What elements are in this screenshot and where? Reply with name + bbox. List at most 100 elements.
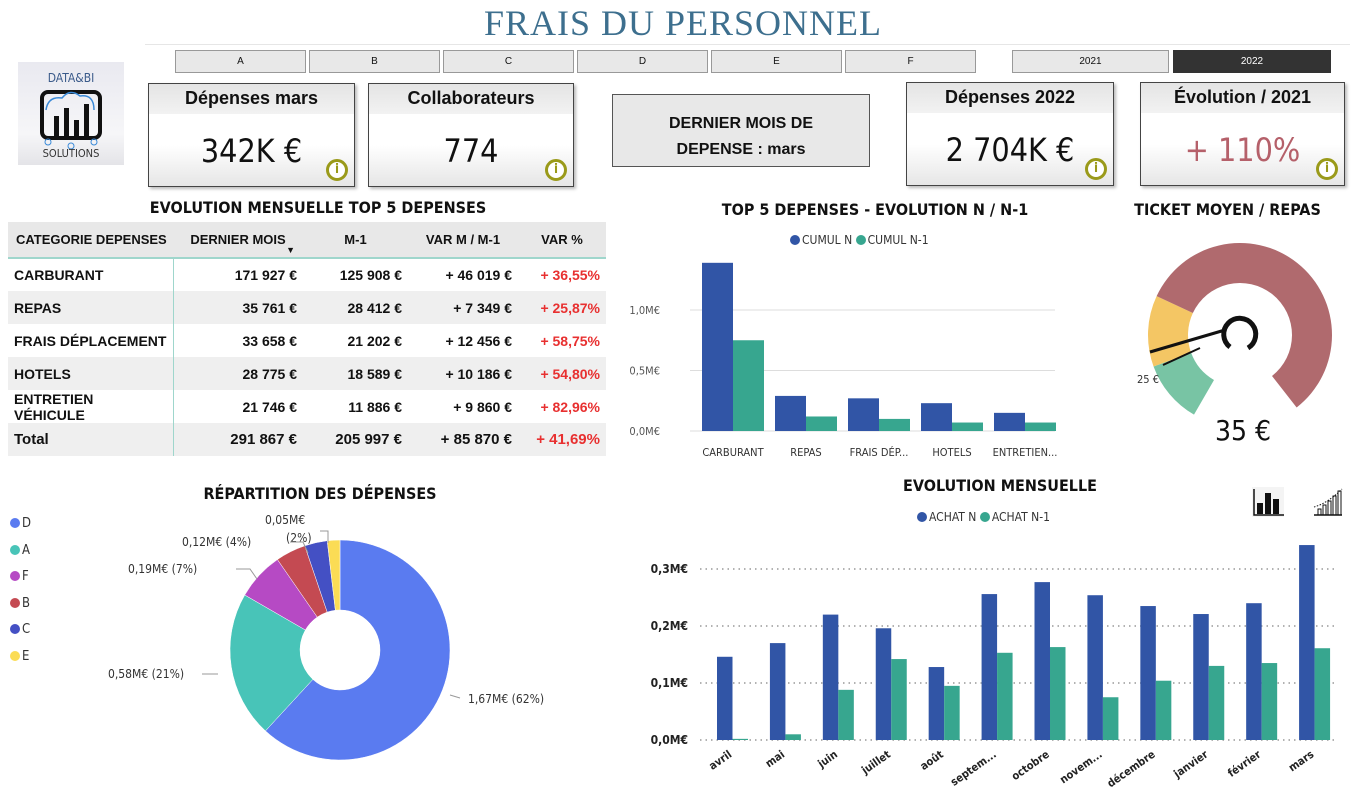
bar-cumul-n[interactable] [775, 395, 806, 431]
cell-dernier-mois: 291 867 € [173, 423, 303, 456]
bar-achat-n1[interactable] [1314, 648, 1331, 740]
bar-cumul-n[interactable] [702, 262, 733, 431]
bar-achat-n[interactable] [1034, 582, 1051, 740]
col-header-category[interactable]: CATEGORIE DEPENSES [8, 222, 173, 259]
table-row[interactable]: CARBURANT 171 927 € 125 908 € + 46 019 € + 3… [8, 258, 606, 291]
kpi-evolution: Évolution / 2021 + 110% i [1140, 82, 1345, 186]
bar-cumul-n1[interactable] [1025, 422, 1056, 431]
cell-var-pct: + 36,55% [540, 267, 600, 283]
legend-label[interactable]: CUMUL N [802, 233, 853, 247]
gauge-band-low [1153, 352, 1214, 415]
svg-text:DATA&BI: DATA&BI [48, 71, 95, 85]
pie-slice-a[interactable] [229, 594, 314, 732]
cell-m1: 205 997 € [303, 423, 408, 456]
col-header-dernier-mois[interactable]: DERNIER MOIS ▼ [173, 222, 303, 259]
legend-item-f[interactable]: F [10, 569, 31, 596]
slicer-year-2021[interactable]: 2021 [1012, 50, 1169, 73]
legend-label[interactable]: CUMUL N-1 [867, 233, 929, 247]
gauge-band-high [1156, 243, 1332, 408]
bar-achat-n1[interactable] [944, 685, 960, 740]
legend-dot-n [917, 512, 927, 522]
legend-label[interactable]: ACHAT N-1 [991, 510, 1050, 524]
legend-item-d[interactable]: D [10, 516, 31, 543]
bar-achat-n1[interactable] [1261, 663, 1278, 740]
slicer-category-b[interactable]: B [309, 50, 440, 73]
col-header-var-pct[interactable]: VAR % [518, 222, 606, 259]
slicer-category-a[interactable]: A [175, 50, 306, 73]
info-icon[interactable]: i [1316, 158, 1338, 180]
logo-chart-icon: DATA&BI SOLUTIONS [40, 71, 102, 160]
legend-label[interactable]: ACHAT N [929, 510, 977, 524]
info-icon[interactable]: i [545, 159, 567, 181]
table-row[interactable]: FRAIS DÉPLACEMENT 33 658 € 21 202 € + 12 45… [8, 324, 606, 357]
x-tick-label: janvier [1171, 748, 1211, 781]
pie-slice-d[interactable] [265, 539, 451, 761]
bar-achat-n1[interactable] [1050, 647, 1066, 740]
bar-achat-n1[interactable] [732, 738, 749, 740]
bar-achat-n[interactable] [1087, 595, 1103, 740]
col-header-label: DERNIER MOIS [190, 232, 286, 247]
bar-achat-n1[interactable] [838, 689, 854, 740]
pie-slice-e[interactable] [326, 539, 341, 611]
table-row[interactable]: REPAS 35 761 €28 412 € + 7 349 € + 25,87% [8, 291, 606, 324]
bar-achat-n[interactable] [717, 656, 733, 740]
cell-var: + 9 860 € [453, 398, 512, 415]
bar-achat-n1[interactable] [785, 734, 801, 740]
bar-achat-n[interactable] [928, 667, 945, 740]
bar-achat-n[interactable] [875, 628, 892, 740]
svg-text:SOLUTIONS: SOLUTIONS [43, 147, 100, 160]
cell-dernier-mois: 33 658 € [242, 332, 298, 349]
pie-title: RÉPARTITION DES DÉPENSES [203, 484, 437, 503]
bar-achat-n[interactable] [822, 614, 839, 740]
info-icon[interactable]: i [326, 159, 348, 181]
slicer-category-f[interactable]: F [845, 50, 976, 73]
bar-achat-n1[interactable] [891, 659, 907, 740]
line-bar-chart-icon[interactable] [1310, 485, 1346, 519]
bar-achat-n[interactable] [1140, 606, 1156, 740]
bar-achat-n[interactable] [769, 643, 786, 740]
sort-desc-icon[interactable]: ▼ [286, 245, 295, 255]
leader-line [236, 568, 258, 580]
legend-item-b[interactable]: B [10, 596, 31, 623]
bar-cumul-n[interactable] [921, 403, 952, 431]
x-tick-label: ENTRETIEN... [993, 446, 1058, 459]
bar-cumul-n[interactable] [848, 398, 879, 431]
info-icon[interactable]: i [1085, 158, 1107, 180]
bar-chart-icon[interactable] [1250, 485, 1286, 519]
kpi-depenses-mois: Dépenses mars 342K € i [148, 83, 355, 187]
col-header-var[interactable]: VAR M / M-1 [408, 222, 518, 259]
y-tick-label: 0,0M€ [651, 733, 688, 747]
x-tick-label: août [918, 748, 946, 773]
legend-item-a[interactable]: A [10, 543, 31, 570]
bar-cumul-n1[interactable] [733, 340, 764, 431]
cell-category: ENTRETIEN VÉHICULE [8, 390, 174, 423]
cell-category: HOTELS [8, 357, 174, 390]
slicer-category-c[interactable]: C [443, 50, 574, 73]
bar-cumul-n1[interactable] [879, 418, 910, 431]
last-month-card: DERNIER MOIS DE DEPENSE : mars [612, 94, 870, 167]
legend-item-c[interactable]: C [10, 622, 31, 649]
legend-label: A [22, 542, 30, 558]
x-tick-label: HOTELS [932, 446, 971, 459]
bar-achat-n[interactable] [1299, 545, 1315, 740]
slicer-category-e[interactable]: E [711, 50, 842, 73]
bar-achat-n[interactable] [981, 594, 998, 740]
legend-item-e[interactable]: E [10, 649, 31, 676]
bar-achat-n[interactable] [1246, 603, 1262, 740]
bar-achat-n1[interactable] [1155, 680, 1172, 740]
bar-achat-n1[interactable] [1102, 697, 1119, 740]
bar-achat-n1[interactable] [1208, 665, 1225, 740]
table-row[interactable]: ENTRETIEN VÉHICULE 21 746 € 11 886 € + 9 86… [8, 390, 606, 423]
x-tick-label: mai [763, 748, 787, 770]
table-row[interactable]: HOTELS 28 775 €18 589 € + 10 186 € + 54,80% [8, 357, 606, 390]
cell-m1: 18 589 € [303, 357, 408, 390]
bar-achat-n1[interactable] [997, 652, 1013, 740]
slicer-year-2022[interactable]: 2022 [1173, 50, 1331, 73]
slicer-category-d[interactable]: D [577, 50, 708, 73]
bar-cumul-n1[interactable] [806, 416, 837, 431]
bar-cumul-n[interactable] [994, 412, 1025, 431]
bar-cumul-n1[interactable] [952, 422, 983, 431]
total-row[interactable]: Total 291 867 €205 997 € + 85 870 € + 41,69… [8, 423, 606, 456]
col-header-m1[interactable]: M-1 [303, 222, 408, 259]
bar-achat-n[interactable] [1193, 614, 1209, 740]
